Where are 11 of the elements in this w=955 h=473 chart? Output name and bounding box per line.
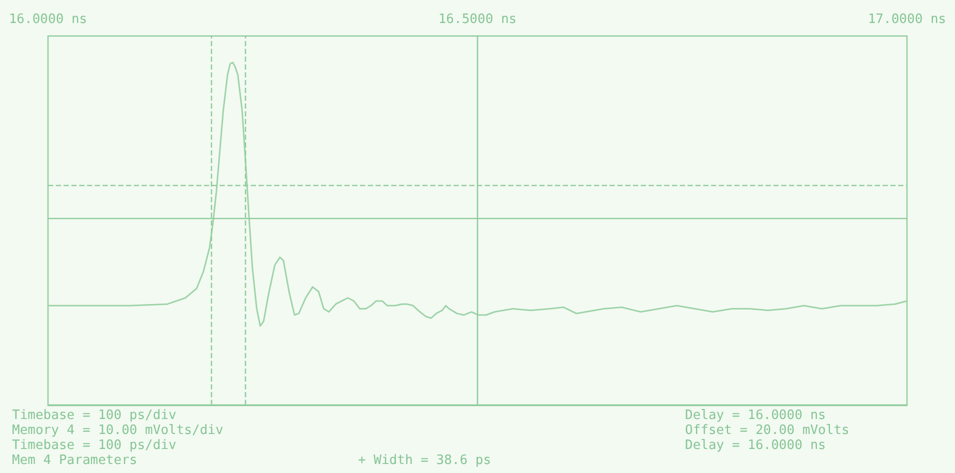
x-tick-label: 17.0000 ns (868, 12, 946, 27)
text: + Width = 38.6 ps (358, 453, 492, 468)
text: Memory 4 = 10.00 mVolts/div (12, 423, 224, 438)
x-tick-label: 16.5000 ns (438, 12, 517, 27)
text: Delay = 16.0000 ns (685, 438, 826, 453)
text: Offset = 20.00 mVolts (685, 423, 850, 438)
x-tick-label: 16.0000 ns (8, 12, 88, 27)
text: Timebase = 100 ps/div (12, 438, 177, 453)
text: Timebase = 100 ps/div (12, 408, 177, 423)
text: Delay = 16.0000 ns (685, 408, 826, 423)
text: Mem 4 Parameters (12, 453, 138, 468)
